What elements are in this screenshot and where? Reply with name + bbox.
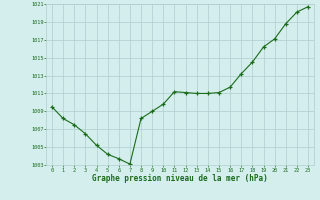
X-axis label: Graphe pression niveau de la mer (hPa): Graphe pression niveau de la mer (hPa)	[92, 174, 268, 183]
